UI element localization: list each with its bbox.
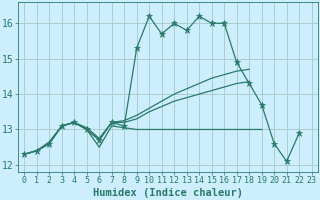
X-axis label: Humidex (Indice chaleur): Humidex (Indice chaleur) [93, 188, 243, 198]
